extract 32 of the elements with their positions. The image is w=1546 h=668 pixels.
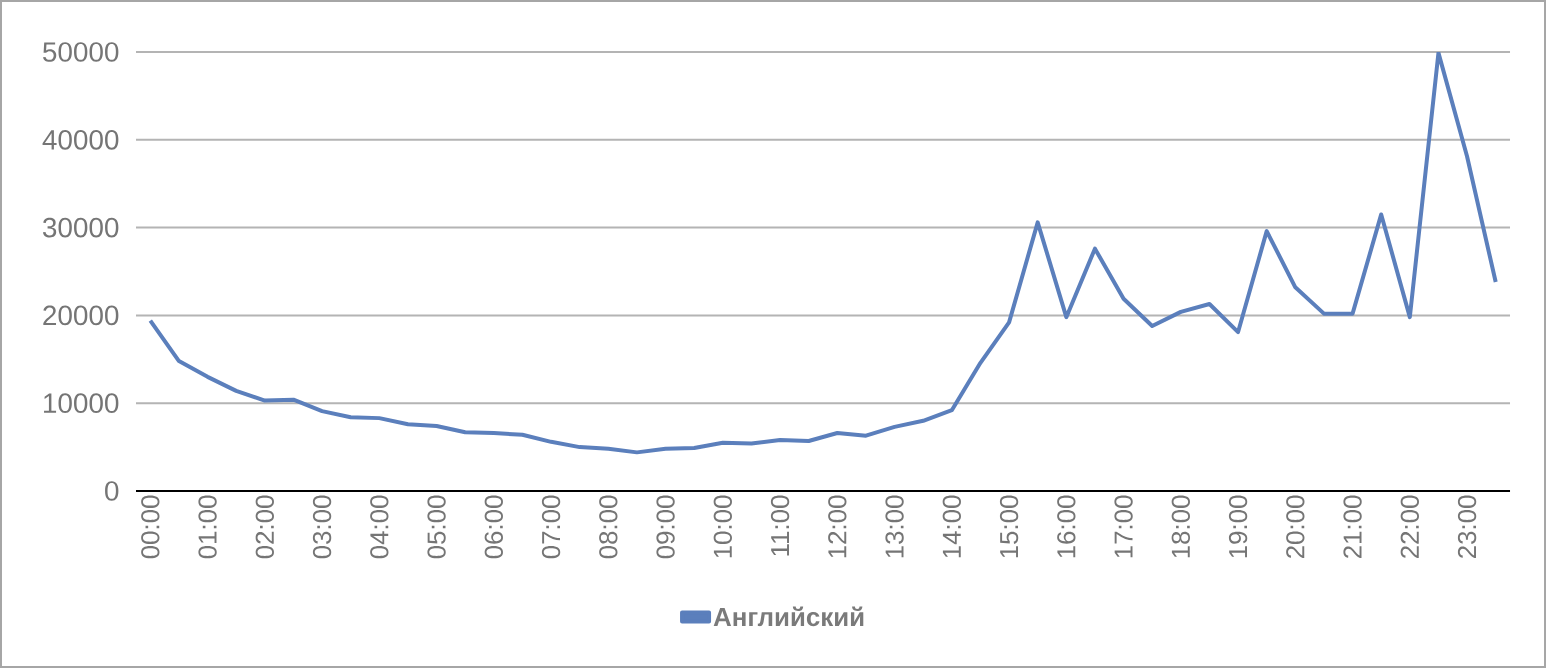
x-tick-label: 10:00 (713, 495, 732, 558)
line-series (148, 52, 1498, 455)
x-tick-label: 14:00 (942, 495, 961, 558)
y-tick-label: 30000 (42, 217, 119, 238)
y-tick-label: 50000 (43, 42, 119, 62)
x-tick-label: 17:00 (1114, 495, 1133, 558)
x-tick-label: 02:00 (255, 495, 274, 559)
x-tick-label: 23:00 (1457, 495, 1477, 559)
x-tick-label: 13:00 (885, 495, 904, 558)
x-tick-label: 08:00 (599, 495, 618, 559)
x-tick-label: 09:00 (656, 495, 675, 559)
y-tick-label: 10000 (44, 393, 119, 414)
x-tick-label: 06:00 (484, 495, 503, 559)
x-tick-label: 04:00 (370, 495, 389, 559)
x-tick-label: 20:00 (1286, 495, 1305, 559)
x-tick-label: 15:00 (999, 495, 1019, 558)
x-tick-label: 22:00 (1400, 495, 1419, 559)
x-tick-label: 11:00 (770, 495, 790, 556)
x-tick-label: 12:00 (828, 495, 847, 558)
x-tick-label: 01:00 (198, 495, 217, 559)
x-tick-label: 05:00 (427, 495, 446, 559)
y-tick-label: 40000 (42, 129, 119, 150)
x-tick-label: 16:00 (1057, 495, 1076, 558)
x-tick-label: 00:00 (141, 495, 160, 559)
x-tick-label: 19:00 (1228, 495, 1248, 558)
x-tick-label: 18:00 (1171, 495, 1190, 558)
x-tick-label: 21:00 (1343, 495, 1362, 559)
y-tick-label: 0 (105, 481, 119, 501)
x-tick-label: 03:00 (312, 495, 332, 559)
x-tick-label: 07:00 (541, 495, 561, 559)
y-tick-label: 20000 (43, 305, 119, 326)
legend-label: Английский (713, 606, 864, 627)
